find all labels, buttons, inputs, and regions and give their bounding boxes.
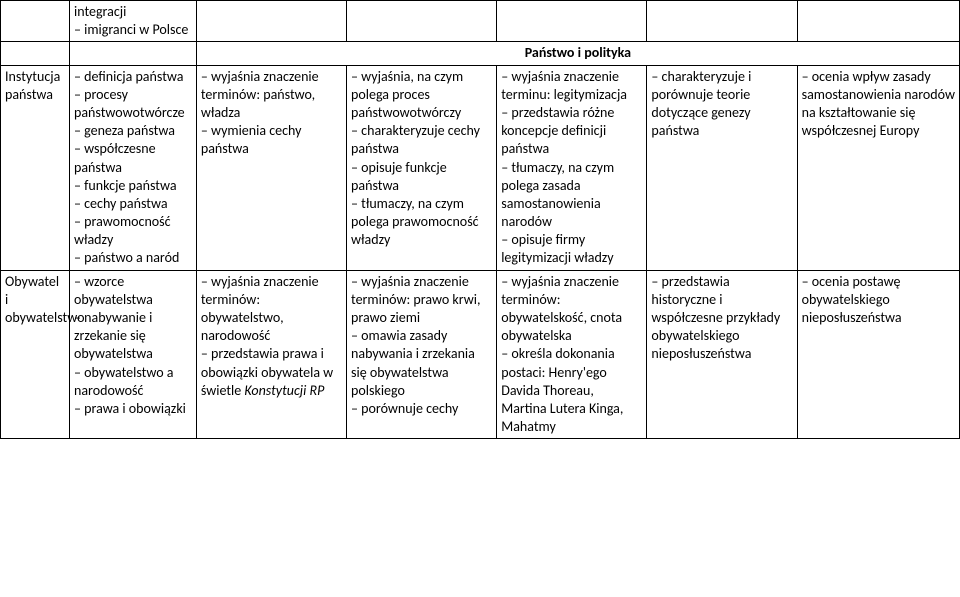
table-row: Instytucja państwa – definicja państwa– … <box>1 65 960 270</box>
cell-topic: Obywatel i obywatelstwo <box>1 270 70 439</box>
cell <box>1 1 70 42</box>
cell <box>196 1 346 42</box>
cell: integracji– imigranci w Polsce <box>70 1 197 42</box>
cell: – ocenia postawę obywatelskiego nieposłu… <box>797 270 959 439</box>
section-header-row: Państwo i polityka <box>1 42 960 65</box>
cell: – ocenia wpływ zasady samostanowienia na… <box>797 65 959 270</box>
document-page: { "row_top": { "c0": "", "c1": "integrac… <box>0 0 960 597</box>
cell: – wyjaśnia znaczenie terminu: legitymiza… <box>497 65 647 270</box>
cell: – wyjaśnia znaczenie terminów: obywatels… <box>196 270 346 439</box>
section-title: Państwo i polityka <box>196 42 959 65</box>
cell <box>347 1 497 42</box>
cell: – wyjaśnia znaczenie terminów: prawo krw… <box>347 270 497 439</box>
table-row: integracji– imigranci w Polsce <box>1 1 960 42</box>
cell <box>797 1 959 42</box>
cell: – wyjaśnia znaczenie terminów: państwo, … <box>196 65 346 270</box>
cell: – definicja państwa– procesy państwowotw… <box>70 65 197 270</box>
table-row: Obywatel i obywatelstwo – wzorce obywate… <box>1 270 960 439</box>
cell <box>647 1 797 42</box>
cell: – wyjaśnia, na czym polega proces państw… <box>347 65 497 270</box>
cell: – wzorce obywatelstwa– nabywanie i zrzek… <box>70 270 197 439</box>
cell: – przedstawia historyczne i współczesne … <box>647 270 797 439</box>
cell <box>497 1 647 42</box>
cell <box>1 42 70 65</box>
cell <box>70 42 197 65</box>
cell: – charakteryzuje i porównuje teorie doty… <box>647 65 797 270</box>
curriculum-table: integracji– imigranci w Polsce Państwo i… <box>0 0 960 439</box>
cell-topic: Instytucja państwa <box>1 65 70 270</box>
cell: – wyjaśnia znaczenie terminów: obywatels… <box>497 270 647 439</box>
